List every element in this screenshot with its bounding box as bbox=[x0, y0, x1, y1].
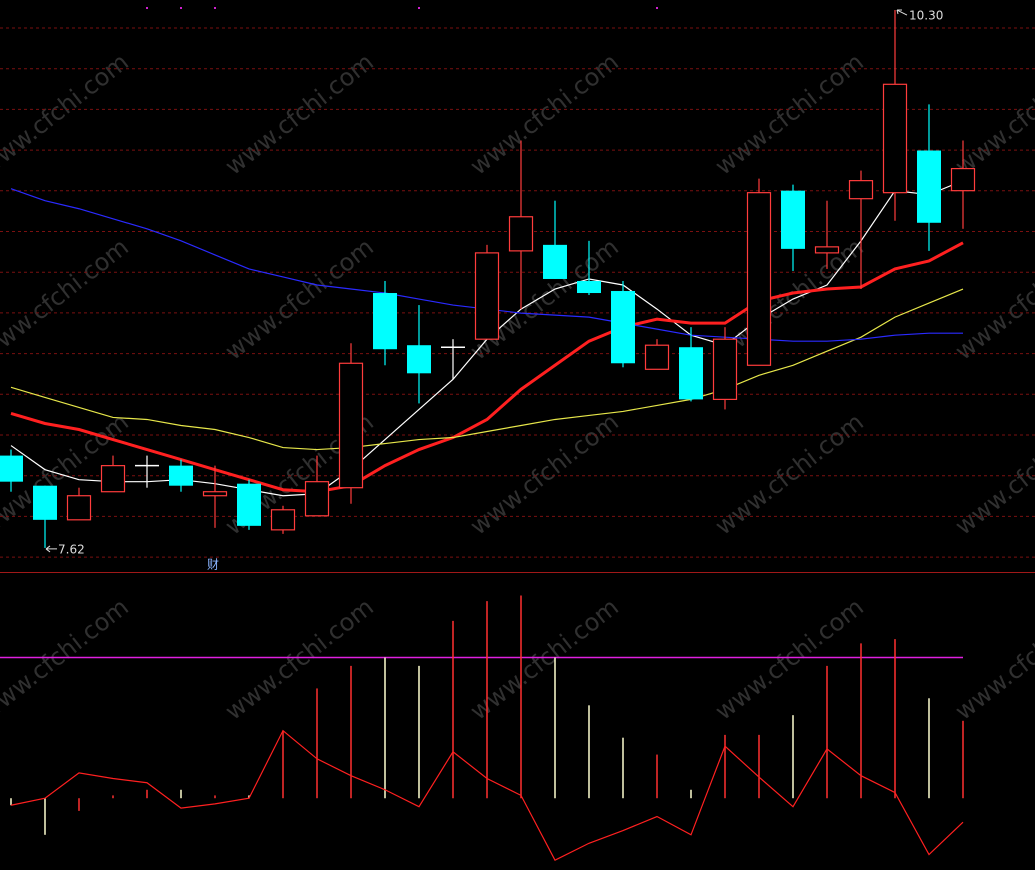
marker-dot bbox=[180, 7, 182, 9]
watermark: www.cfchi.com bbox=[220, 48, 379, 181]
candle-body bbox=[611, 291, 635, 364]
ma-line bbox=[10, 288, 964, 451]
watermark: www.cfchi.com bbox=[950, 233, 1035, 366]
candle-body bbox=[237, 483, 261, 526]
candle-body bbox=[270, 509, 296, 531]
watermark: www.cfchi.com bbox=[950, 593, 1035, 726]
candle-body bbox=[917, 150, 941, 223]
watermark: www.cfchi.com bbox=[710, 593, 869, 726]
candle-body bbox=[407, 345, 431, 374]
marker-dot bbox=[146, 7, 148, 9]
low-arrow bbox=[45, 545, 57, 553]
candle-body bbox=[950, 167, 976, 192]
candle-body bbox=[848, 180, 874, 200]
marker-dot bbox=[418, 7, 420, 9]
watermark: www.cfchi.com bbox=[950, 408, 1035, 541]
watermark: www.cfchi.com bbox=[0, 233, 134, 366]
marker-dot bbox=[214, 7, 216, 9]
watermarks: www.cfchi.com www.cfchi.com www.cfchi.com w… bbox=[0, 48, 1035, 726]
candle-body bbox=[202, 491, 228, 497]
watermark: www.cfchi.com bbox=[220, 233, 379, 366]
candle-body bbox=[373, 293, 397, 350]
high-arrow bbox=[896, 9, 908, 16]
candle-body bbox=[508, 216, 534, 252]
watermark: www.cfchi.com bbox=[710, 48, 869, 181]
candle-body bbox=[543, 244, 567, 279]
indicator-line bbox=[10, 729, 964, 861]
candle-body bbox=[746, 192, 772, 366]
candle-body bbox=[169, 465, 193, 486]
candle-body bbox=[712, 338, 738, 400]
watermark: www.cfchi.com bbox=[0, 48, 134, 181]
candle-body bbox=[0, 455, 23, 482]
watermark: www.cfchi.com bbox=[465, 593, 624, 726]
high-label: 10.30 bbox=[909, 9, 943, 23]
watermark: www.cfchi.com bbox=[220, 593, 379, 726]
marker-dot bbox=[656, 7, 658, 9]
watermark: www.cfchi.com bbox=[465, 48, 624, 181]
candle-body bbox=[474, 252, 500, 340]
watermark: www.cfchi.com bbox=[465, 408, 624, 541]
candle-body bbox=[882, 83, 908, 194]
event-marker: 财 bbox=[207, 558, 219, 572]
candle-body bbox=[33, 485, 57, 520]
candle-body bbox=[338, 362, 364, 489]
watermark: www.cfchi.com bbox=[710, 408, 869, 541]
candle-body bbox=[644, 344, 670, 370]
candle-body bbox=[66, 495, 92, 521]
low-label: 7.62 bbox=[58, 542, 85, 556]
top-markers bbox=[146, 7, 658, 9]
candle-body bbox=[679, 347, 703, 400]
candle-body bbox=[100, 465, 126, 493]
candle-body bbox=[781, 190, 805, 249]
ma-line bbox=[10, 241, 964, 494]
watermark: www.cfchi.com bbox=[0, 593, 134, 726]
candle-body bbox=[304, 481, 330, 517]
candle-body bbox=[577, 280, 601, 294]
candle-body bbox=[814, 246, 840, 254]
